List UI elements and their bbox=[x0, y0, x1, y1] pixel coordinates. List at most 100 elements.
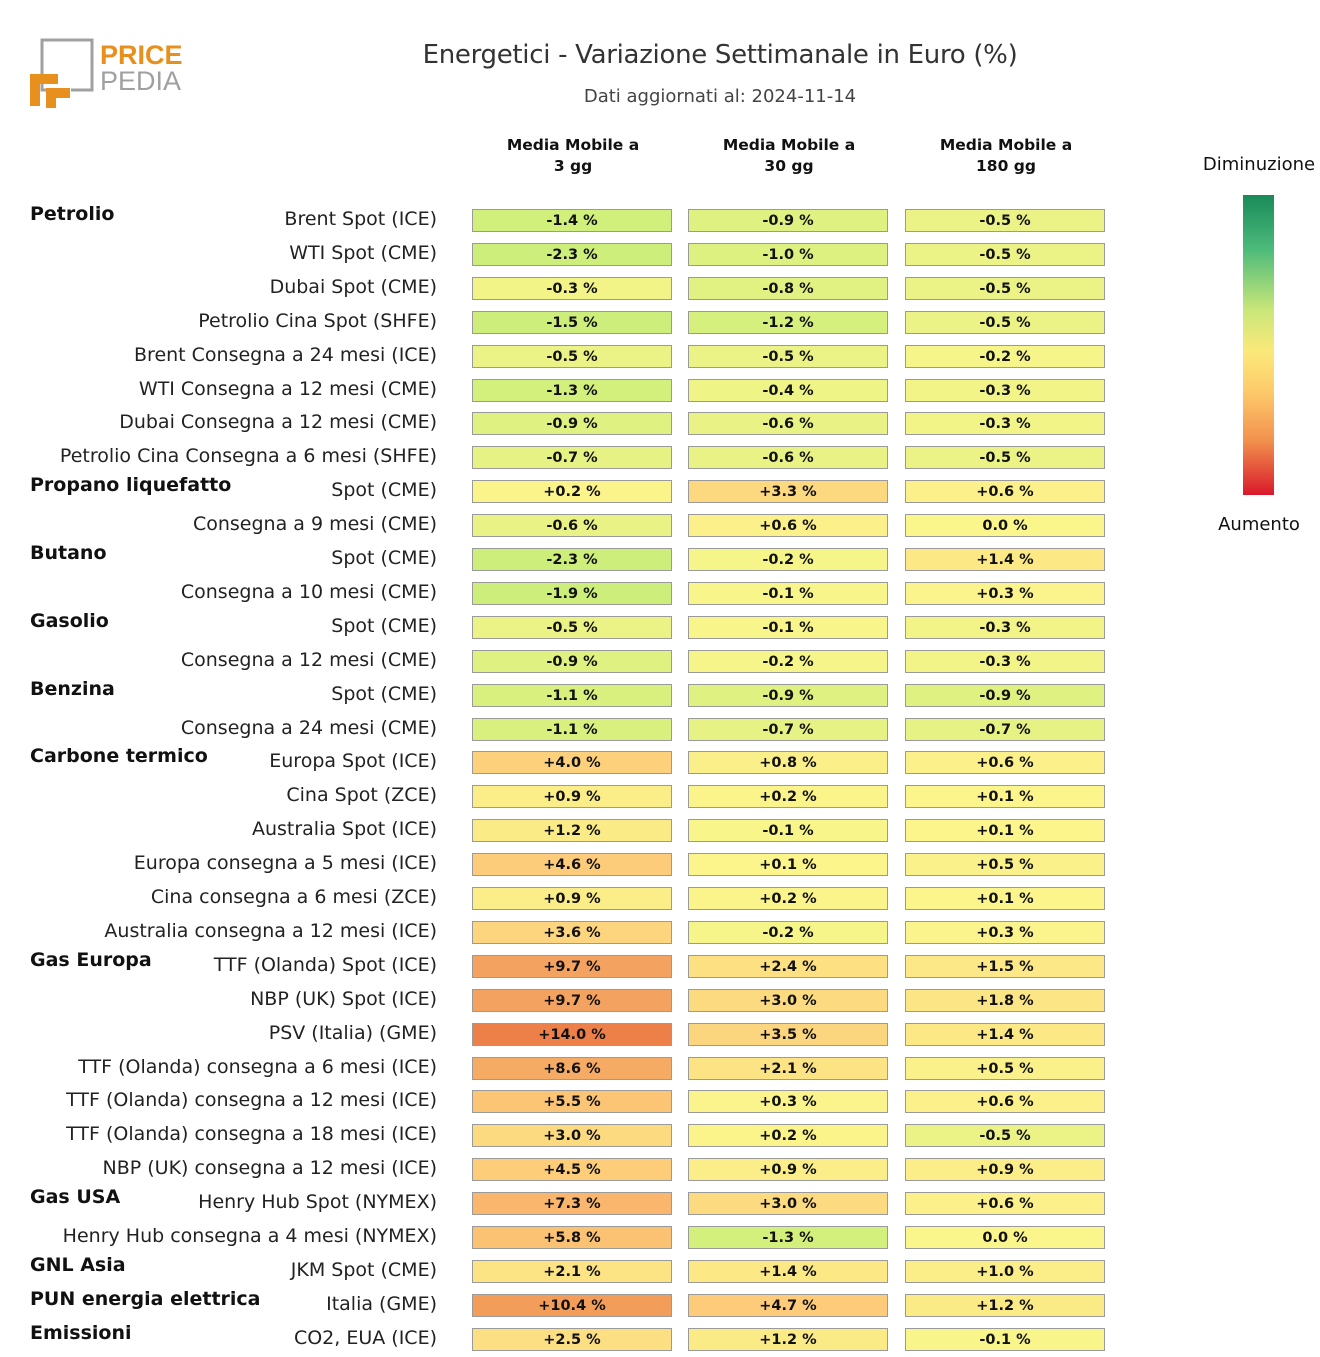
heatmap-cell: +3.0 % bbox=[688, 1192, 888, 1216]
heatmap-cell: -1.4 % bbox=[472, 209, 672, 232]
heatmap-cell: -0.3 % bbox=[905, 412, 1105, 436]
heatmap-cell: -1.9 % bbox=[472, 581, 672, 605]
row-label: PSV (Italia) (GME) bbox=[268, 1021, 437, 1044]
heatmap-cell: -2.3 % bbox=[472, 242, 672, 266]
category-label: GNL Asia bbox=[30, 1253, 126, 1276]
heatmap-cell: -1.3 % bbox=[472, 378, 672, 402]
heatmap-cell: +2.4 % bbox=[688, 954, 888, 978]
row-label: Dubai Consegna a 12 mesi (CME) bbox=[119, 411, 437, 434]
heatmap-cell: -0.9 % bbox=[688, 209, 888, 232]
heatmap-cell: -0.5 % bbox=[905, 209, 1105, 232]
heatmap-cell: -0.9 % bbox=[905, 683, 1105, 707]
pricepedia-logo: PRICE PEDIA bbox=[30, 38, 183, 108]
category-label: Emissioni bbox=[30, 1321, 132, 1344]
row-label: CO2, EUA (ICE) bbox=[293, 1326, 437, 1349]
row-label: Consegna a 24 mesi (CME) bbox=[180, 716, 437, 739]
heatmap-cell: +0.2 % bbox=[688, 785, 888, 809]
heatmap-cell: -0.8 % bbox=[688, 276, 888, 300]
heatmap-cell: +1.2 % bbox=[905, 1293, 1105, 1317]
category-label: Carbone termico bbox=[30, 745, 208, 768]
row-label: NBP (UK) Spot (ICE) bbox=[250, 987, 437, 1010]
row-label: Petrolio Cina Consegna a 6 mesi (SHFE) bbox=[59, 445, 437, 468]
column-header: Media Mobile a 30 gg bbox=[722, 136, 856, 175]
heatmap-cell: +3.6 % bbox=[472, 920, 672, 944]
row-label: Henry Hub Spot (NYMEX) bbox=[198, 1191, 437, 1214]
heatmap-cell: -0.4 % bbox=[688, 378, 888, 402]
row-label: WTI Spot (CME) bbox=[289, 241, 437, 264]
heatmap-cell: -0.2 % bbox=[688, 649, 888, 673]
heatmap-cell: +0.8 % bbox=[688, 751, 888, 775]
heatmap-cell: +1.2 % bbox=[688, 1327, 888, 1351]
row-label: Cina Spot (ZCE) bbox=[286, 784, 437, 807]
row-label: Spot (CME) bbox=[331, 614, 437, 637]
row-label: WTI Consegna a 12 mesi (CME) bbox=[138, 377, 437, 400]
heatmap-cell: +0.6 % bbox=[905, 480, 1105, 504]
category-label: Gasolio bbox=[30, 609, 109, 632]
heatmap-cell: -0.1 % bbox=[688, 581, 888, 605]
row-label: Europa consegna a 5 mesi (ICE) bbox=[133, 852, 437, 875]
row-label: Brent Spot (ICE) bbox=[284, 208, 437, 230]
row-label: Australia Spot (ICE) bbox=[251, 818, 437, 841]
heatmap-cell: +2.5 % bbox=[472, 1327, 672, 1351]
heatmap-cell: -1.5 % bbox=[472, 310, 672, 334]
heatmap-cell: -0.5 % bbox=[688, 344, 888, 368]
row-label: Italia (GME) bbox=[326, 1292, 437, 1315]
row-label: Australia consegna a 12 mesi (ICE) bbox=[104, 919, 437, 942]
heatmap-cell: -0.3 % bbox=[472, 276, 672, 300]
heatmap-cell: -0.5 % bbox=[905, 242, 1105, 266]
heatmap-cell: -0.7 % bbox=[688, 717, 888, 741]
heatmap-cell: +0.2 % bbox=[688, 1124, 888, 1148]
heatmap-cell: +7.3 % bbox=[472, 1192, 672, 1216]
heatmap-cell: +1.5 % bbox=[905, 954, 1105, 978]
row-label: TTF (Olanda) consegna a 18 mesi (ICE) bbox=[66, 1123, 437, 1146]
heatmap-cell: -0.9 % bbox=[472, 649, 672, 673]
heatmap-cell: +1.4 % bbox=[905, 1022, 1105, 1046]
logo-text-price: PRICE bbox=[100, 40, 183, 70]
heatmap-cell: -0.6 % bbox=[688, 412, 888, 436]
heatmap-cell: +1.4 % bbox=[905, 548, 1105, 571]
heatmap-cell: -0.2 % bbox=[905, 344, 1105, 368]
heatmap-cell: -0.5 % bbox=[905, 276, 1105, 300]
heatmap-cell: -0.5 % bbox=[472, 615, 672, 639]
heatmap-cell: +4.6 % bbox=[472, 853, 672, 877]
heatmap-cell: +8.6 % bbox=[472, 1056, 672, 1080]
row-label: Spot (CME) bbox=[331, 479, 437, 502]
row-label: TTF (Olanda) consegna a 6 mesi (ICE) bbox=[78, 1055, 437, 1078]
heatmap-cell: +0.5 % bbox=[905, 853, 1105, 877]
legend-bottom-label: Aumento bbox=[1218, 514, 1300, 535]
legend-color-bar bbox=[1243, 195, 1274, 495]
heatmap-cell: -0.9 % bbox=[688, 683, 888, 707]
heatmap-cell: -1.1 % bbox=[472, 717, 672, 741]
heatmap-cell: +0.3 % bbox=[905, 581, 1105, 605]
category-label: PUN energia elettrica bbox=[30, 1287, 261, 1310]
legend-top-label: Diminuzione bbox=[1202, 154, 1316, 175]
column-header: Media Mobile a 180 gg bbox=[939, 136, 1073, 175]
heatmap-cell: -0.5 % bbox=[472, 344, 672, 368]
row-label: Consegna a 9 mesi (CME) bbox=[192, 513, 437, 536]
heatmap-cell: -0.3 % bbox=[905, 649, 1105, 673]
row-label: Spot (CME) bbox=[331, 547, 437, 569]
heatmap-cell: +5.5 % bbox=[472, 1090, 672, 1114]
heatmap-cell: +4.0 % bbox=[472, 751, 672, 775]
heatmap-cell: +0.1 % bbox=[905, 785, 1105, 809]
row-label: TTF (Olanda) consegna a 12 mesi (ICE) bbox=[66, 1089, 437, 1112]
heatmap-cell: -0.1 % bbox=[688, 819, 888, 843]
heatmap-cell: +0.1 % bbox=[905, 887, 1105, 910]
heatmap-cell: +3.5 % bbox=[688, 1022, 888, 1046]
heatmap-cell: -0.3 % bbox=[905, 615, 1105, 639]
chart-subtitle: Dati aggiornati al: 2024-11-14 bbox=[583, 86, 857, 107]
row-label: Europa Spot (ICE) bbox=[269, 750, 437, 773]
heatmap-cell: +5.8 % bbox=[472, 1226, 672, 1249]
row-label: NBP (UK) consegna a 12 mesi (ICE) bbox=[102, 1157, 437, 1180]
heatmap-cell: +3.0 % bbox=[688, 988, 888, 1012]
heatmap-cell: +3.3 % bbox=[688, 480, 888, 504]
heatmap-cell: +0.1 % bbox=[688, 853, 888, 877]
row-label: Henry Hub consegna a 4 mesi (NYMEX) bbox=[62, 1225, 437, 1247]
heatmap-cell: +0.5 % bbox=[905, 1056, 1105, 1080]
heatmap-cell: -1.0 % bbox=[688, 242, 888, 266]
logo-text-pedia: PEDIA bbox=[100, 66, 181, 96]
heatmap-cell: +0.3 % bbox=[688, 1090, 888, 1114]
category-label: Gas Europa bbox=[30, 948, 152, 971]
category-label: Petrolio bbox=[30, 203, 115, 225]
heatmap-cell: -0.2 % bbox=[688, 920, 888, 944]
